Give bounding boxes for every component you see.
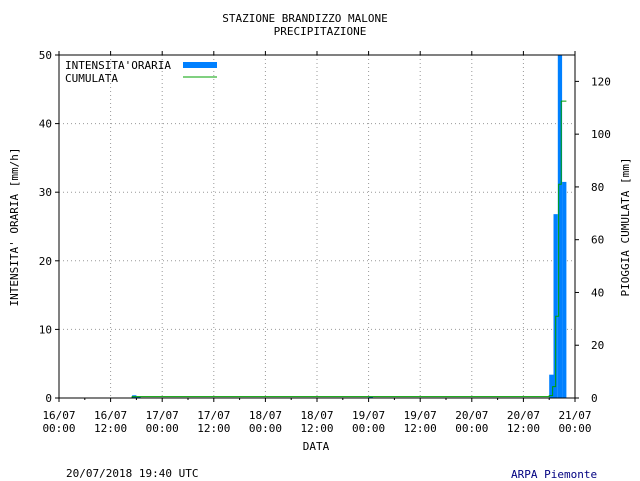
x-tick-label-date: 17/07 <box>197 409 230 422</box>
y-axis-label-left: INTENSITA' ORARIA [mm/h] <box>8 148 21 307</box>
x-tick-label-date: 18/07 <box>300 409 333 422</box>
bar <box>553 214 558 398</box>
y-left-tick-label: 20 <box>39 255 52 268</box>
y-left-tick-label: 0 <box>45 392 52 405</box>
y-right-tick-label: 80 <box>591 181 604 194</box>
bar <box>549 374 554 398</box>
y-right-tick-label: 100 <box>591 128 611 141</box>
legend-swatch-intensity <box>183 62 217 68</box>
bar-series <box>132 55 567 398</box>
y-right-tick-label: 120 <box>591 75 611 88</box>
x-tick-label-date: 20/07 <box>507 409 540 422</box>
x-tick-label-date: 18/07 <box>249 409 282 422</box>
legend-label-cumulative: CUMULATA <box>65 72 118 85</box>
bar <box>136 396 141 398</box>
x-axis-label: DATA <box>303 440 330 453</box>
y-right-tick-label: 60 <box>591 234 604 247</box>
axes <box>55 51 579 402</box>
x-tick-label-time: 00:00 <box>558 422 591 435</box>
y-right-tick-label: 20 <box>591 339 604 352</box>
y-left-tick-label: 50 <box>39 49 52 62</box>
x-tick-label-time: 00:00 <box>455 422 488 435</box>
cumulative-series <box>59 100 567 399</box>
y-left-tick-label: 40 <box>39 118 52 131</box>
x-tick-label-time: 12:00 <box>507 422 540 435</box>
x-tick-label-time: 12:00 <box>94 422 127 435</box>
y-left-tick-label: 10 <box>39 323 52 336</box>
x-tick-label-date: 21/07 <box>558 409 591 422</box>
chart-title-line2: PRECIPITAZIONE <box>274 25 367 38</box>
legend-label-intensity: INTENSITA'ORARIA <box>65 59 171 72</box>
cumulative-line <box>59 100 567 399</box>
legend: INTENSITA'ORARIA CUMULATA <box>65 59 217 85</box>
bar <box>562 181 567 398</box>
x-tick-label-date: 20/07 <box>455 409 488 422</box>
x-tick-label-date: 19/07 <box>404 409 437 422</box>
x-tick-labels: 16/0700:0016/0712:0017/0700:0017/0712:00… <box>42 409 591 435</box>
y-left-tick-label: 30 <box>39 186 52 199</box>
x-tick-label-time: 00:00 <box>249 422 282 435</box>
x-tick-label-time: 00:00 <box>352 422 385 435</box>
timestamp-label: 20/07/2018 19:40 UTC <box>66 467 199 480</box>
source-label: ARPA Piemonte <box>511 468 598 481</box>
x-tick-label-time: 12:00 <box>300 422 333 435</box>
y-right-tick-labels: 0 20 40 60 80 100 120 <box>591 75 611 405</box>
x-tick-label-time: 00:00 <box>42 422 75 435</box>
x-tick-label-time: 00:00 <box>146 422 179 435</box>
bar <box>368 396 373 398</box>
chart-title-line1: STAZIONE BRANDIZZO MALONE <box>222 12 388 25</box>
bar <box>557 55 563 398</box>
y-left-tick-labels: 0 10 20 30 40 50 <box>39 49 52 405</box>
y-right-tick-label: 40 <box>591 286 604 299</box>
x-tick-label-date: 16/07 <box>42 409 75 422</box>
x-tick-label-date: 19/07 <box>352 409 385 422</box>
x-tick-label-date: 16/07 <box>94 409 127 422</box>
x-tick-label-time: 12:00 <box>197 422 230 435</box>
grid-lines <box>59 55 575 398</box>
x-tick-label-time: 12:00 <box>404 422 437 435</box>
plot-frame <box>58 54 576 399</box>
x-tick-label-date: 17/07 <box>146 409 179 422</box>
y-right-tick-label: 0 <box>591 392 598 405</box>
y-axis-label-right: PIOGGIA CUMULATA [mm] <box>619 157 632 296</box>
